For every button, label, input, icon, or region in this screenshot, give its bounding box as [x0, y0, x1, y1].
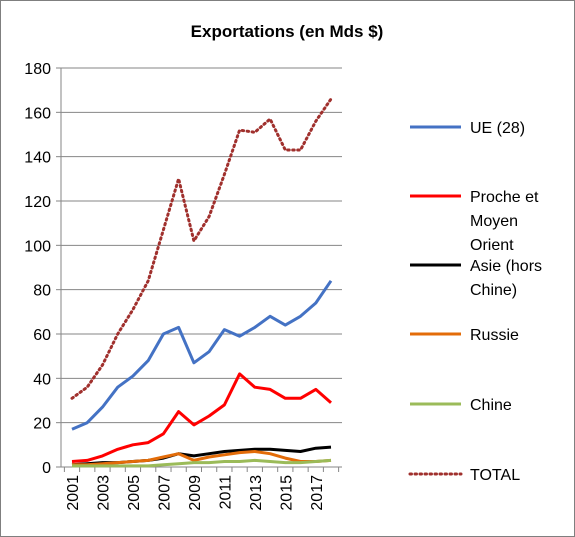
y-tick-label: 140: [24, 150, 51, 167]
x-tick-label: 2015: [278, 475, 295, 511]
legend-label: Asie (hors Chine): [470, 258, 542, 299]
series-line-3: [72, 450, 332, 467]
x-tick-label: 2009: [187, 475, 204, 511]
series-line-1: [71, 372, 332, 463]
series-lines: [70, 97, 333, 468]
series-line-0: [71, 279, 333, 431]
legend-label: UE (28): [470, 120, 525, 137]
x-tick-label: 2011: [217, 475, 234, 510]
legend-label: TOTAL: [470, 467, 520, 484]
x-tick-label: 2001: [65, 475, 82, 511]
series-line-4: [72, 458, 332, 468]
y-tick-label: 100: [24, 238, 51, 255]
x-tick-label: 2013: [248, 475, 265, 511]
y-tick-label: 160: [24, 105, 51, 122]
grid: [61, 67, 342, 424]
legend-label: Chine: [470, 397, 512, 414]
axes: 0 20 40 60 80 100 120 140 160 180 2001 2003 2005 2007…: [24, 61, 342, 511]
y-tick-label: 180: [24, 61, 51, 78]
chart-title: Exportations (en Mds $): [191, 22, 384, 41]
series-line-5: [70, 97, 333, 400]
y-tick-label: 40: [33, 371, 51, 388]
y-tick-label: 120: [24, 194, 51, 211]
legend-label: Proche et Moyen Orient: [470, 189, 539, 254]
x-tick-label: 2003: [95, 475, 112, 511]
y-tick-label: 60: [33, 327, 51, 344]
x-tick-label: 2017: [309, 475, 326, 511]
y-tick-label: 20: [33, 416, 51, 433]
legend-label: Russie: [470, 327, 519, 344]
y-tick-label: 0: [42, 460, 51, 477]
y-tick-label: 80: [33, 283, 51, 300]
x-tick-label: 2007: [156, 475, 173, 511]
x-tick-label: 2005: [126, 475, 143, 511]
